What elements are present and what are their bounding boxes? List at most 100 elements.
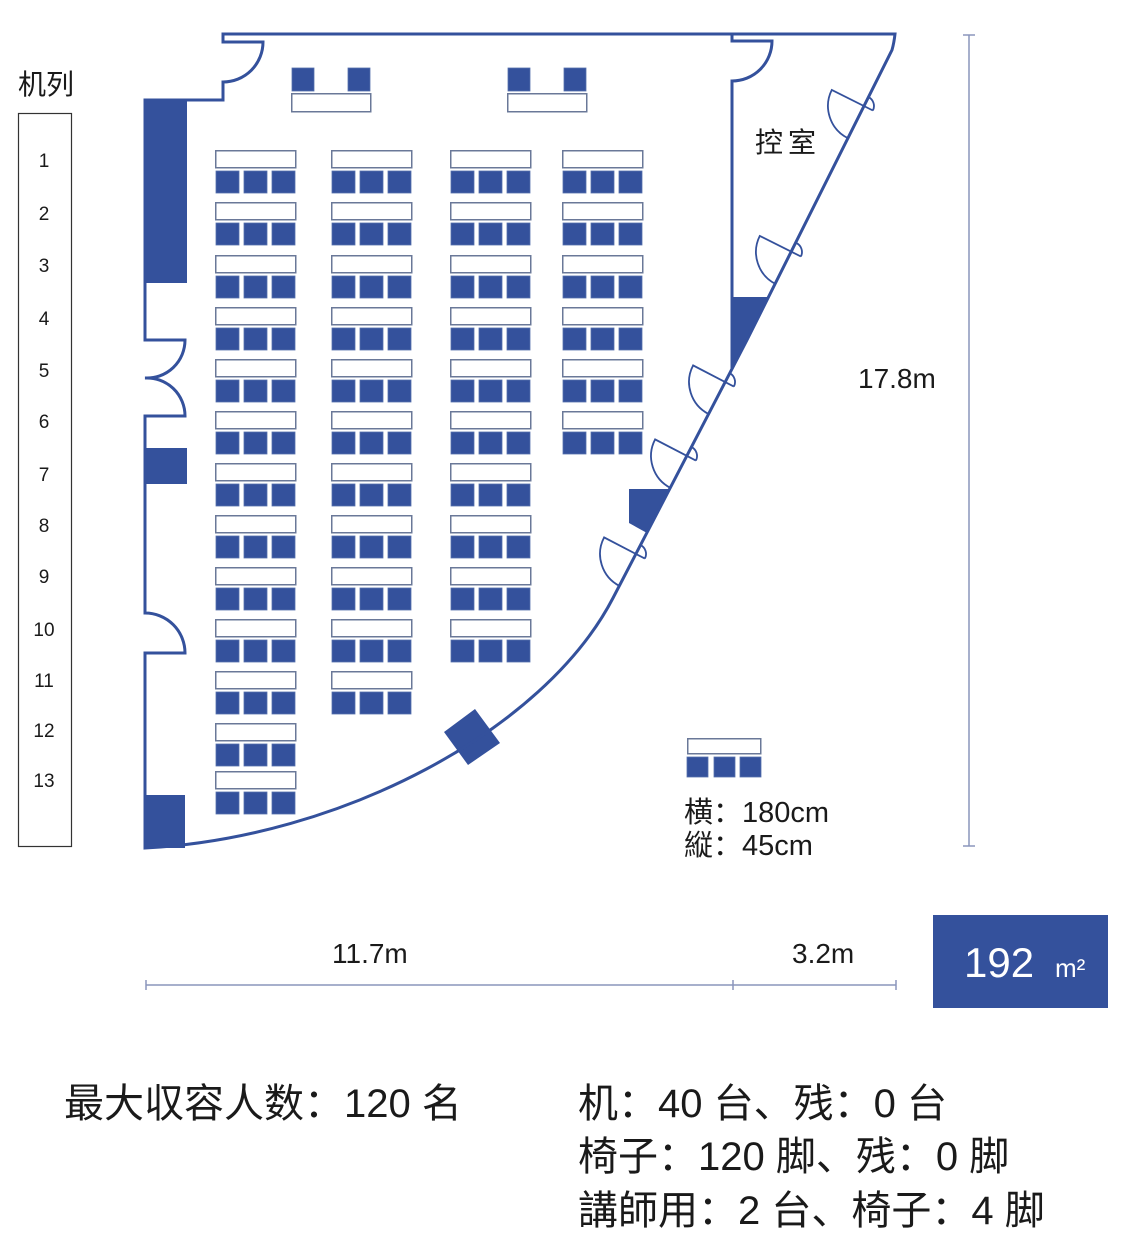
- outer-wall: [143, 32, 897, 850]
- desk-unit: [562, 411, 644, 455]
- desk: [215, 307, 297, 326]
- chair: [359, 587, 384, 611]
- chair: [562, 379, 587, 403]
- desk: [331, 411, 413, 430]
- pillar: [145, 100, 187, 283]
- desk-unit: [562, 307, 644, 351]
- chair: [359, 639, 384, 663]
- desk: [450, 515, 532, 534]
- desk-unit: [450, 619, 532, 663]
- desk-unit: [562, 255, 644, 299]
- desk: [450, 411, 532, 430]
- area-badge: 192 m²: [933, 915, 1108, 1008]
- chair: [450, 535, 475, 559]
- chair: [331, 170, 356, 194]
- chair: [359, 327, 384, 351]
- chair: [450, 483, 475, 507]
- desk-count: 机：40 台、残：0 台: [578, 1082, 947, 1126]
- desk-unit: [450, 150, 532, 194]
- chair: [215, 691, 240, 715]
- chair: [243, 639, 268, 663]
- chair: [387, 587, 412, 611]
- desk: [450, 619, 532, 638]
- desk-column-4: [562, 150, 644, 455]
- chair: [478, 327, 503, 351]
- desk: [450, 307, 532, 326]
- chair: [478, 639, 503, 663]
- chair: [387, 431, 412, 455]
- chair: [243, 170, 268, 194]
- desk-unit: [450, 411, 532, 455]
- legend-chair: [713, 756, 736, 778]
- chair: [243, 222, 268, 246]
- desk: [562, 359, 644, 378]
- chair-count: 椅子：120 脚、残：0 脚: [578, 1135, 1009, 1179]
- chair: [590, 379, 615, 403]
- row-label-title: 机列: [18, 69, 74, 100]
- desk: [331, 619, 413, 638]
- row-number: 2: [39, 204, 50, 225]
- desk-unit: [331, 307, 413, 351]
- audience-desks: [215, 150, 644, 815]
- lecturer-desks: [291, 67, 588, 113]
- desk-unit: [215, 723, 297, 767]
- desk: [215, 150, 297, 169]
- row-number: 7: [39, 465, 50, 486]
- chair: [359, 431, 384, 455]
- chair: [215, 170, 240, 194]
- height-dimension: 17.8m: [858, 34, 975, 847]
- chair: [215, 791, 240, 815]
- chair: [359, 222, 384, 246]
- chair: [590, 431, 615, 455]
- chair: [243, 587, 268, 611]
- chair: [387, 327, 412, 351]
- desk: [562, 307, 644, 326]
- chair: [271, 327, 296, 351]
- legend-chair: [739, 756, 762, 778]
- desk-unit: [331, 202, 413, 246]
- chair: [215, 743, 240, 767]
- desk: [331, 307, 413, 326]
- lecturer-desk-unit: [507, 67, 588, 113]
- chair: [450, 327, 475, 351]
- chair: [271, 743, 296, 767]
- chair: [450, 431, 475, 455]
- chair: [562, 170, 587, 194]
- desk: [450, 463, 532, 482]
- chair: [331, 535, 356, 559]
- lecturer-chair: [291, 67, 315, 92]
- desk: [215, 771, 297, 790]
- desk: [215, 619, 297, 638]
- desk: [450, 202, 532, 221]
- lecturer-desk: [507, 93, 588, 113]
- desk-unit: [450, 515, 532, 559]
- chair: [387, 222, 412, 246]
- legend-depth: 縦：45cm: [684, 829, 813, 862]
- chair: [359, 535, 384, 559]
- chair: [506, 170, 531, 194]
- desk-unit: [331, 463, 413, 507]
- desk: [215, 359, 297, 378]
- chair: [506, 222, 531, 246]
- chair: [450, 170, 475, 194]
- chair: [359, 275, 384, 299]
- chair: [215, 587, 240, 611]
- chair: [271, 639, 296, 663]
- row-number: 9: [39, 567, 50, 588]
- chair: [478, 535, 503, 559]
- desk-unit: [331, 150, 413, 194]
- chair: [243, 431, 268, 455]
- chair: [478, 222, 503, 246]
- chair: [215, 222, 240, 246]
- chair: [331, 587, 356, 611]
- row-label-box: [17, 112, 73, 848]
- desk-unit: [562, 202, 644, 246]
- height-dimension-label: 17.8m: [858, 363, 936, 394]
- desk-unit: [450, 463, 532, 507]
- row-number: 10: [33, 620, 54, 641]
- desk-unit: [331, 671, 413, 715]
- chair: [506, 483, 531, 507]
- desk: [562, 150, 644, 169]
- chair: [331, 327, 356, 351]
